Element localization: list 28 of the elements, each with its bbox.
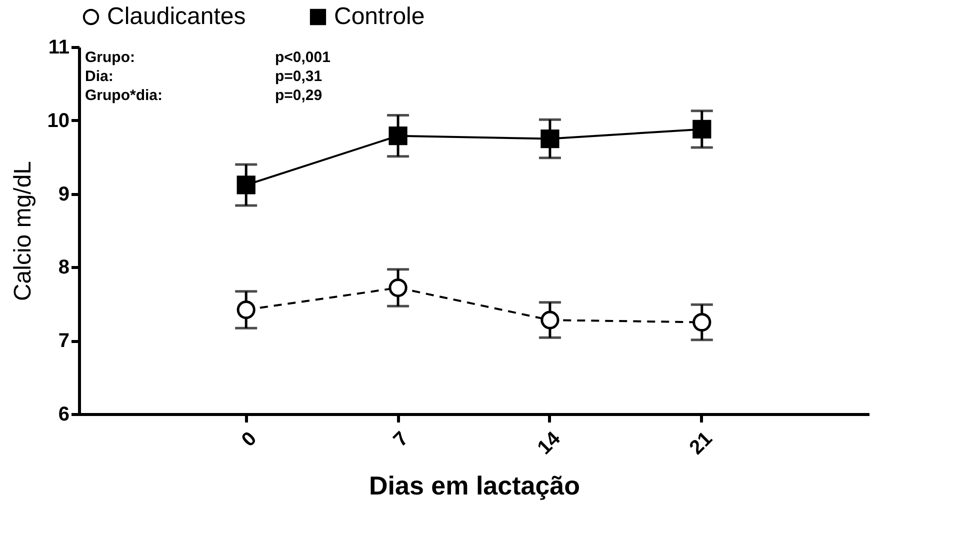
legend-label: Claudicantes <box>107 3 246 30</box>
annotation: p=0,31 <box>275 68 322 85</box>
point <box>692 120 712 139</box>
annotation: p=0,29 <box>275 87 322 104</box>
y-axis-title: Calcio mg/dL <box>9 160 36 302</box>
y-tick-label: 10 <box>47 110 70 132</box>
x-tick-label: 0 <box>238 428 261 452</box>
point <box>236 176 256 194</box>
annotation: Grupo*dia: <box>85 87 162 104</box>
x-tick-label: 21 <box>685 428 717 460</box>
legend-label: Controle <box>334 3 425 30</box>
x-tick-label: 14 <box>534 427 566 460</box>
x-axis-title: Dias em lactação <box>368 470 580 500</box>
annotation: Grupo: <box>85 49 135 66</box>
annotation: Dia: <box>85 68 114 85</box>
y-tick-label: 8 <box>58 256 70 279</box>
point <box>540 310 560 330</box>
y-tick-label: 11 <box>48 36 70 58</box>
y-tick-label: 7 <box>58 330 70 352</box>
point <box>388 126 408 146</box>
point <box>236 300 256 320</box>
y-tick-label: 6 <box>58 404 70 426</box>
annotation: p<0,001 <box>275 49 330 66</box>
point <box>540 129 560 148</box>
y-tick-label: 9 <box>58 183 70 206</box>
point <box>388 278 408 298</box>
point <box>692 312 712 332</box>
x-tick-label: 7 <box>389 428 413 452</box>
